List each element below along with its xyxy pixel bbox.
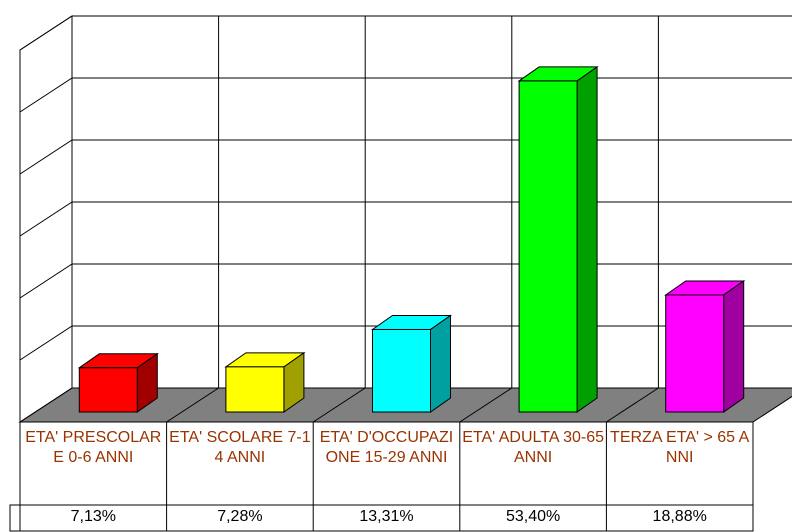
value-label: 7,13% [70,508,116,525]
floor-divider [166,387,219,423]
x-tick-label: ETA' D'OCCUPAZIONE 15-29 ANNI [319,429,454,466]
bar [372,328,431,413]
grid-line [19,15,792,51]
floor-divider [606,387,659,423]
bar [665,294,725,413]
x-tick-label: ETA' PRESCOLARE 0-6 ANNI [25,429,162,466]
bar [225,366,285,413]
x-tick-label: TERZA ETA' > 65 ANNI [610,429,750,466]
bar [78,367,138,413]
value-label: 7,28% [217,508,263,525]
x-tick-label: ETA' SCOLARE 7-14 ANNI [169,429,311,466]
bar-side [430,314,451,413]
value-label: 18,88% [652,508,707,525]
x-tick-label: ETA' ADULTA 30-65 ANNI [462,429,604,466]
value-label: 13,31% [359,508,414,525]
bar-side [723,279,745,413]
floor-divider [459,387,513,423]
bar [518,80,578,413]
floor-divider [312,387,366,423]
bar-side [576,65,598,413]
value-label: 53,40% [505,508,561,525]
